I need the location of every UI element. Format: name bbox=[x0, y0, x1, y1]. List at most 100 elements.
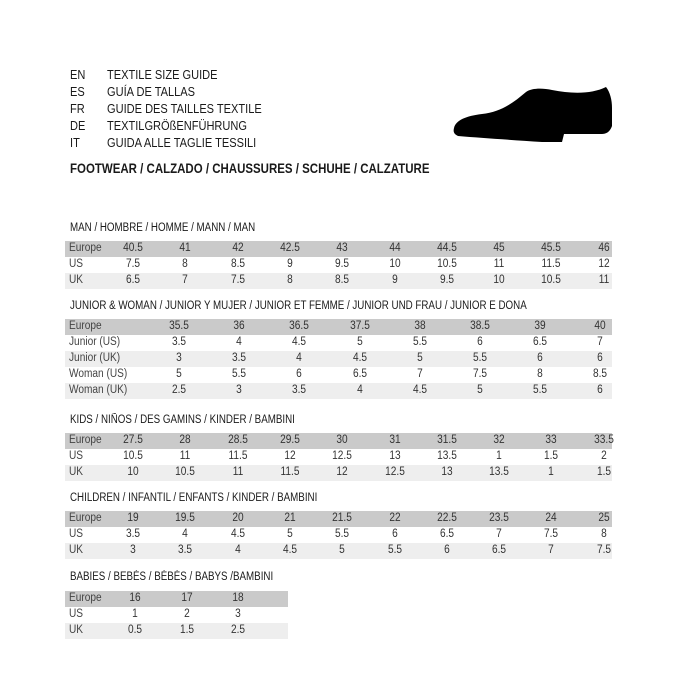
size-cell: 8 bbox=[537, 368, 544, 380]
row-label: UK bbox=[69, 624, 84, 636]
size-cell: 10.5 bbox=[123, 450, 143, 462]
size-cell: 4 bbox=[182, 528, 189, 540]
size-cell: 4.5 bbox=[292, 336, 307, 348]
table-row: Woman (US) 5 5.5 6 6.5 7 7.5 8 8.5 bbox=[65, 367, 612, 383]
size-cell: 8 bbox=[287, 274, 293, 286]
size-cell: 2.5 bbox=[230, 624, 246, 636]
size-cell: 40 bbox=[594, 320, 607, 332]
size-cell: 1 bbox=[132, 608, 138, 620]
size-cell: 5 bbox=[339, 544, 346, 556]
size-cell: 13.5 bbox=[489, 466, 509, 478]
size-cell: 13.5 bbox=[436, 450, 457, 462]
size-cell: 43 bbox=[336, 242, 348, 254]
language-code: DE bbox=[70, 118, 86, 133]
table-row: US 10.5 11 11.5 12 12.5 13 13.5 1 1.5 2 bbox=[65, 449, 612, 465]
row-label: UK bbox=[69, 274, 84, 286]
table-row: UK 3 3.5 4 4.5 5 5.5 6 6.5 7 7.5 bbox=[65, 543, 612, 559]
row-label: Woman (UK) bbox=[69, 384, 128, 396]
size-cell: 3.5 bbox=[125, 528, 141, 540]
row-label: Europe bbox=[69, 242, 102, 254]
section-title: KIDS / NIÑOS / DES GAMINS / KINDER / BAM… bbox=[70, 414, 295, 426]
size-cell: 0.5 bbox=[127, 624, 143, 636]
size-cell: 2 bbox=[600, 450, 607, 462]
size-cell: 5.5 bbox=[232, 368, 247, 380]
size-cell: 10.5 bbox=[175, 466, 196, 478]
size-cell: 20 bbox=[231, 512, 244, 524]
size-cell: 8 bbox=[600, 528, 607, 540]
size-cell: 4.5 bbox=[412, 384, 427, 396]
size-cell: 3 bbox=[236, 384, 243, 396]
size-cell: 10 bbox=[493, 274, 505, 286]
size-cell: 4.5 bbox=[352, 352, 367, 364]
row-label: Europe bbox=[69, 592, 102, 604]
size-cell: 6 bbox=[597, 352, 604, 364]
size-cell: 9.5 bbox=[439, 274, 454, 286]
size-cell: 11.5 bbox=[541, 258, 561, 270]
size-cell: 6 bbox=[391, 528, 398, 540]
size-cell: 28 bbox=[179, 434, 191, 446]
footwear-title: FOOTWEAR / CALZADO / CHAUSSURES / SCHUHE… bbox=[70, 160, 430, 176]
size-cell: 9.5 bbox=[335, 258, 350, 270]
table-header-row: Europe 35.5 36 36.5 37.5 38 38.5 39 40 bbox=[65, 319, 612, 335]
row-label: US bbox=[69, 258, 84, 270]
size-cell: 8.5 bbox=[593, 368, 608, 380]
size-cell: 22 bbox=[388, 512, 401, 524]
size-cell: 21.5 bbox=[332, 512, 353, 524]
guide-title: GUIDE DES TAILLES TEXTILE bbox=[107, 101, 262, 116]
size-cell: 9 bbox=[391, 274, 398, 286]
table-header-row: Europe 16 17 18 bbox=[65, 591, 288, 607]
table-header-row: Europe 40.5 41 42 42.5 43 44 44.5 45 45.5 46 bbox=[65, 241, 612, 257]
language-code: IT bbox=[70, 135, 80, 150]
table-row: UK 0.5 1.5 2.5 bbox=[65, 623, 288, 639]
guide-title: GUÍA DE TALLAS bbox=[107, 84, 196, 99]
row-label: US bbox=[69, 528, 84, 540]
size-cell: 6 bbox=[296, 368, 303, 380]
size-cell: 45 bbox=[493, 242, 505, 254]
guide-title: TEXTILE SIZE GUIDE bbox=[107, 67, 218, 82]
size-cell: 8.5 bbox=[230, 258, 245, 270]
size-cell: 12 bbox=[284, 450, 296, 462]
size-cell: 7.5 bbox=[596, 544, 611, 556]
size-cell: 35.5 bbox=[169, 320, 189, 332]
size-cell: 7.5 bbox=[544, 528, 559, 540]
size-cell: 13 bbox=[388, 450, 401, 462]
size-cell: 4.5 bbox=[230, 528, 245, 540]
size-cell: 7 bbox=[597, 336, 604, 348]
size-cell: 7 bbox=[182, 274, 189, 286]
size-cell: 3 bbox=[176, 352, 182, 364]
size-cell: 5 bbox=[356, 336, 363, 348]
size-cell: 6.5 bbox=[352, 368, 367, 380]
size-cell: 29.5 bbox=[280, 434, 300, 446]
table-row: Junior (US) 3.5 4 4.5 5 5.5 6 6.5 7 bbox=[65, 335, 612, 351]
row-label: US bbox=[69, 608, 84, 620]
size-cell: 7 bbox=[496, 528, 502, 540]
size-cell: 4 bbox=[236, 336, 243, 348]
size-cell: 3.5 bbox=[232, 352, 247, 364]
table-row: UK 6.5 7 7.5 8 8.5 9 9.5 10 10.5 11 bbox=[65, 273, 612, 289]
row-label: Europe bbox=[69, 512, 102, 524]
size-cell: 4 bbox=[296, 352, 303, 364]
size-cell: 5 bbox=[416, 352, 423, 364]
size-cell: 17 bbox=[180, 592, 193, 604]
size-cell: 5.5 bbox=[533, 384, 548, 396]
size-cell: 2 bbox=[183, 608, 190, 620]
table-row: Junior (UK) 3 3.5 4 4.5 5 5.5 6 6 bbox=[65, 351, 612, 367]
row-label: UK bbox=[69, 544, 84, 556]
size-cell: 1 bbox=[496, 450, 502, 462]
size-cell: 11 bbox=[180, 450, 191, 462]
size-cell: 21 bbox=[284, 512, 296, 524]
size-cell: 4 bbox=[234, 544, 241, 556]
table-row: US 1 2 3 bbox=[65, 607, 288, 623]
row-label: Junior (UK) bbox=[69, 352, 121, 364]
size-cell: 1.5 bbox=[596, 466, 611, 478]
size-cell: 45.5 bbox=[541, 242, 562, 254]
guide-title: GUIDA ALLE TAGLIE TESSILI bbox=[107, 135, 257, 150]
size-cell: 1 bbox=[548, 466, 555, 478]
size-cell: 7 bbox=[548, 544, 555, 556]
size-cell: 42.5 bbox=[280, 242, 300, 254]
size-cell: 7.5 bbox=[472, 368, 488, 380]
size-cell: 8.5 bbox=[335, 274, 350, 286]
table-row: UK 10 10.5 11 11.5 12 12.5 13 13.5 1 1.5 bbox=[65, 465, 612, 481]
size-cell: 7.5 bbox=[230, 274, 245, 286]
size-cell: 8 bbox=[182, 258, 189, 270]
